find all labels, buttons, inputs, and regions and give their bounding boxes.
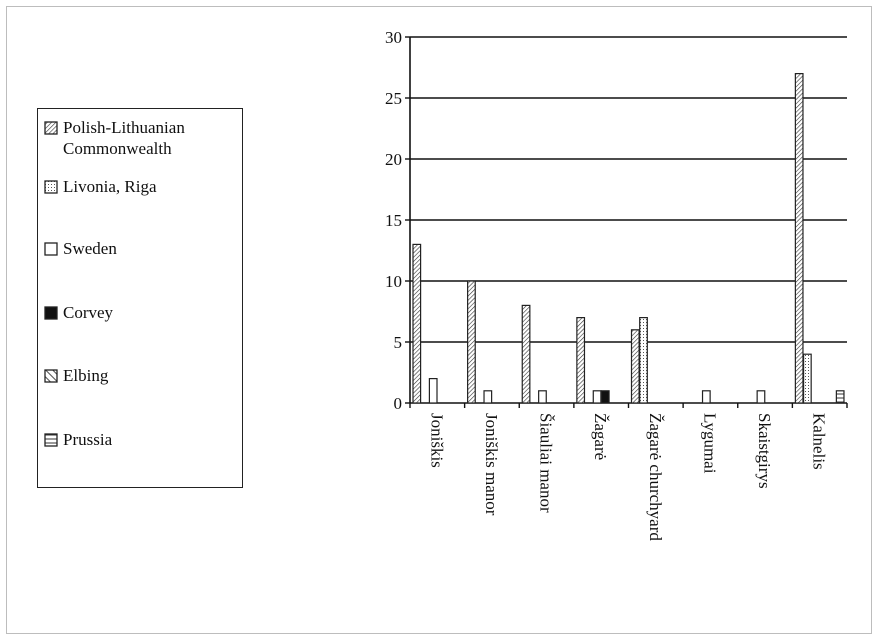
bar: [701, 390, 711, 404]
legend-item: Corvey: [44, 302, 113, 323]
bar: [802, 353, 812, 404]
legend-label: Elbing: [63, 366, 109, 385]
x-tick-label: Šiauliai manor: [537, 413, 556, 513]
y-tick-label: 15: [385, 211, 402, 230]
legend-label: Sweden: [63, 239, 117, 258]
bar: [483, 390, 493, 404]
x-tick-label: Žagarė: [591, 413, 610, 460]
bar: [794, 72, 804, 404]
legend-item: Sweden: [44, 238, 117, 259]
legend-swatch: [44, 433, 58, 447]
legend-item: Prussia: [44, 429, 112, 450]
bar: [600, 390, 610, 404]
bar: [756, 390, 766, 404]
legend-swatch: [44, 369, 58, 383]
legend-swatch: [44, 242, 58, 256]
y-tick-label: 10: [385, 272, 402, 291]
y-tick-label: 30: [385, 28, 402, 47]
legend-item: Elbing: [44, 365, 108, 386]
axes: [405, 36, 848, 408]
legend-label: Corvey: [63, 303, 114, 322]
x-tick-label: Joniškis manor: [482, 413, 501, 516]
legend-swatch: [44, 121, 58, 135]
bar: [428, 378, 438, 404]
bar: [835, 390, 845, 404]
legend-label: Livonia, Riga: [63, 177, 157, 196]
bar: [467, 280, 476, 404]
legend-label: Prussia: [63, 430, 113, 449]
bar: [576, 317, 586, 404]
bars: [412, 72, 845, 404]
x-tick-label: Joniškis: [427, 413, 446, 468]
y-tick-label: 5: [394, 333, 403, 352]
legend-item: Livonia, Riga: [44, 176, 156, 197]
bar: [630, 329, 640, 404]
x-tick-label: Skaistgirys: [755, 413, 774, 489]
bar: [639, 317, 648, 404]
legend-item: Polish-Lithuanian Commonwealth: [44, 117, 185, 159]
bar: [592, 390, 602, 404]
legend-swatch: [44, 180, 58, 194]
x-tick-label: Kalnelis: [810, 413, 829, 470]
axis-labels: 0 5 10 15 20 25 30 Joniškis Joniškis manor Šiauli…: [385, 28, 829, 541]
legend-label: Polish-Lithuanian Commonwealth: [63, 118, 185, 158]
legend-swatch: [44, 306, 58, 320]
y-tick-label: 20: [385, 150, 402, 169]
x-tick-label: Lygumai: [700, 413, 719, 474]
bar: [538, 390, 547, 404]
bar: [412, 243, 422, 404]
x-tick-label: Žagarė churchyard: [646, 413, 665, 541]
grid-lines: [410, 36, 847, 343]
chart-legend: Polish-Lithuanian Commonwealth Livonia, R…: [37, 108, 243, 488]
bar: [521, 304, 531, 404]
y-tick-label: 0: [394, 394, 403, 413]
y-tick-label: 25: [385, 89, 402, 108]
